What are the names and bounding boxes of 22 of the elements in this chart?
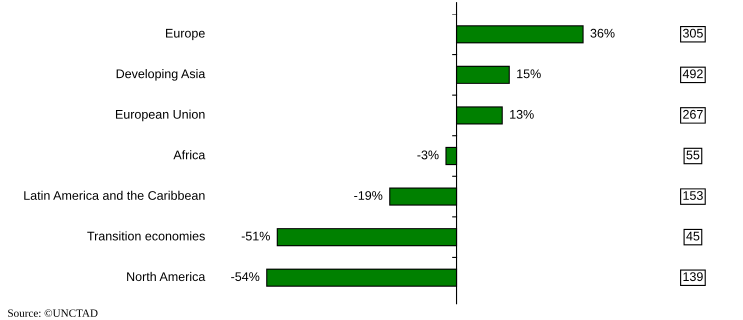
y-tick-label: North America [127, 272, 206, 282]
text: 267 [683, 110, 703, 119]
y-tick-label: Latin America and the Caribbean [24, 190, 204, 200]
data-label: -19% [354, 191, 382, 200]
data-label: -54% [231, 272, 260, 282]
text: 139 [683, 272, 703, 282]
text: 45 [686, 232, 700, 240]
y-tick-label: Europe [166, 28, 205, 40]
data-label: 36% [590, 28, 615, 38]
data-label: 13% [510, 110, 534, 119]
data-label: 15% [517, 69, 541, 78]
source-note: Source: ©UNCTAD [8, 309, 98, 317]
y-tick-label: Developing Asia [116, 69, 206, 81]
y-tick-label: Africa [173, 150, 206, 160]
data-label: -3% [417, 150, 439, 160]
text: 492 [682, 69, 703, 78]
text: 55 [686, 150, 700, 160]
text: 153 [683, 191, 703, 200]
data-label: -51% [242, 232, 270, 240]
y-tick-label: European Union [116, 110, 204, 122]
text: 305 [682, 28, 703, 38]
y-tick-label: Transition economies [87, 231, 205, 240]
